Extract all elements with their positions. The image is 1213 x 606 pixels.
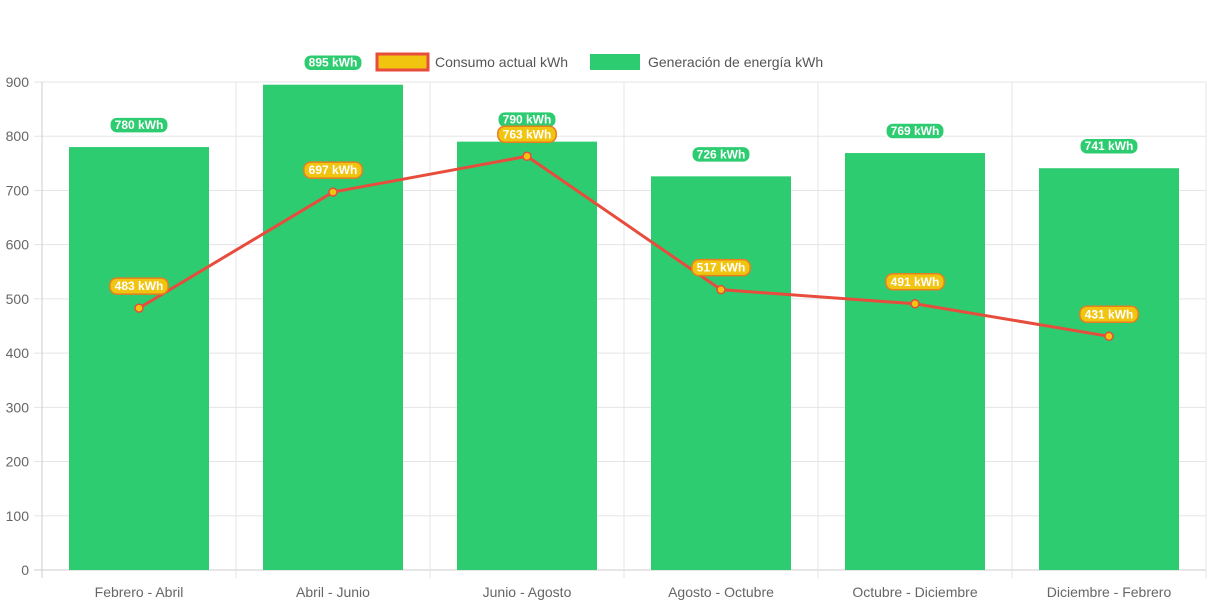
x-tick-label: Diciembre - Febrero [1047, 584, 1172, 600]
y-tick-label: 300 [6, 399, 30, 415]
line-data-label: 697 kWh [303, 161, 363, 179]
bar-data-label: 769 kWh [885, 122, 945, 140]
line-data-label-bg [303, 161, 363, 179]
bar-data-label: 741 kWh [1079, 137, 1139, 155]
y-axis: 0 100 200 300 400 500 600 700 800 900 [6, 74, 30, 578]
legend-label-consumption: Consumo actual kWh [435, 54, 568, 70]
bar [457, 141, 597, 570]
legend-item-consumption[interactable]: Consumo actual kWh [375, 52, 568, 72]
legend[interactable]: Consumo actual kWh Generación de energía… [375, 52, 823, 72]
y-tick-label: 900 [6, 74, 30, 90]
legend-swatch-consumption [375, 52, 430, 72]
line-data-label: 763 kWh [497, 125, 557, 144]
bar-data-label-text: 741 kWh [1085, 139, 1134, 153]
bar-data-label-bg [1079, 137, 1139, 155]
line-point [328, 187, 338, 197]
y-tick-label: 500 [6, 291, 30, 307]
bar-data-label-text: 895 kWh [309, 56, 358, 70]
bar-data-label-bg [303, 53, 363, 72]
bar [845, 153, 985, 570]
line-data-label: 517 kWh [691, 258, 751, 277]
y-tick-label: 0 [21, 562, 29, 578]
data-labels: 780 kWh 895 kWh 790 kWh 726 kWh 769 kWh 741 k… [109, 53, 1139, 324]
bar-data-label: 895 kWh [303, 53, 363, 72]
line-point [134, 303, 144, 313]
line-data-label-text: 697 kWh [309, 163, 358, 177]
line-data-label-text: 491 kWh [891, 275, 940, 289]
grid [34, 81, 1207, 578]
y-tick-label: 400 [6, 345, 30, 361]
bar-data-label-text: 726 kWh [697, 147, 746, 161]
line-data-label-bg [497, 125, 557, 144]
bar-data-label: 790 kWh [497, 110, 557, 129]
line-point [1104, 331, 1114, 342]
line-data-label: 431 kWh [1079, 305, 1139, 324]
line-data-label-text: 483 kWh [115, 279, 164, 293]
x-axis: Febrero - Abril Abril - Junio Junio - Agos… [95, 584, 1172, 600]
x-tick-label: Febrero - Abril [95, 584, 184, 600]
line-data-label-bg [109, 277, 169, 295]
bar-data-label-bg [691, 145, 751, 164]
y-tick-label: 800 [6, 128, 30, 144]
legend-item-generation[interactable]: Generación de energía kWh [590, 54, 823, 70]
bar [651, 176, 791, 570]
line-data-label-bg [691, 258, 751, 277]
line-point [910, 299, 920, 309]
x-tick-label: Agosto - Octubre [668, 584, 774, 600]
line-data-label-bg [885, 273, 945, 291]
line-data-label-text: 763 kWh [503, 127, 552, 141]
y-tick-label: 600 [6, 237, 30, 253]
y-tick-label: 200 [6, 454, 30, 470]
bar-data-label-text: 790 kWh [503, 113, 552, 127]
consumption-series-line [138, 154, 1110, 338]
x-tick-label: Abril - Junio [296, 584, 370, 600]
line-data-label: 483 kWh [109, 277, 169, 295]
legend-swatch-generation [590, 54, 640, 70]
legend-label-generation: Generación de energía kWh [648, 54, 823, 70]
line-point [522, 151, 532, 162]
x-tick-label: Octubre - Diciembre [852, 584, 977, 600]
line-data-label-text: 431 kWh [1085, 307, 1134, 321]
y-tick-label: 700 [6, 182, 30, 198]
bar [263, 84, 403, 570]
line-point [716, 284, 726, 295]
y-tick-label: 100 [6, 508, 30, 524]
x-tick-label: Junio - Agosto [483, 584, 572, 600]
line-data-label-bg [1079, 305, 1139, 324]
consumption-line [134, 151, 1114, 342]
bar [69, 147, 209, 571]
bar-data-label-text: 769 kWh [891, 124, 940, 138]
bar-data-label-text: 780 kWh [115, 118, 164, 132]
bar-data-label-bg [109, 116, 169, 134]
bar-data-label: 780 kWh [109, 116, 169, 134]
bar-data-label: 726 kWh [691, 145, 751, 164]
line-data-label-text: 517 kWh [697, 261, 746, 275]
line-data-label: 491 kWh [885, 273, 945, 291]
bar-data-label-bg [885, 122, 945, 140]
bar [1039, 168, 1179, 571]
generation-bars [69, 84, 1179, 571]
